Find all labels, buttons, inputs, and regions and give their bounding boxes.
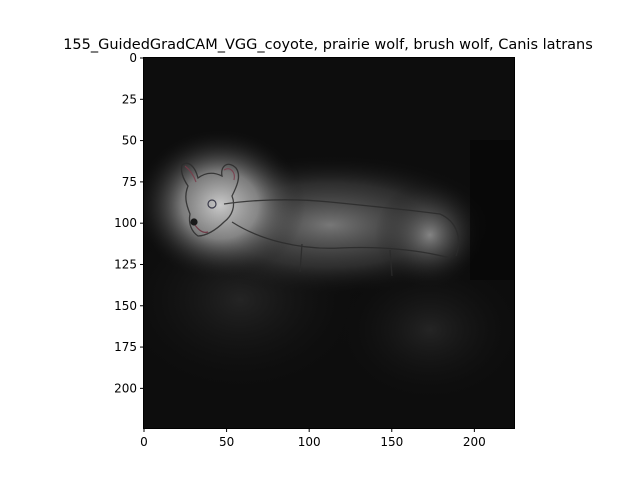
coyote-outline-icon bbox=[180, 162, 460, 277]
y-tick-label: 100 bbox=[114, 216, 137, 230]
y-tick-label: 150 bbox=[114, 299, 137, 313]
figure-title: 155_GuidedGradCAM_VGG_coyote, prairie wo… bbox=[63, 37, 593, 53]
y-tick-label: 125 bbox=[114, 257, 137, 271]
rear-glow bbox=[375, 180, 485, 290]
y-tick-label: 50 bbox=[122, 134, 137, 148]
y-axis: 0 25 50 75 100 125 150 175 200 bbox=[114, 51, 144, 395]
x-tick-label: 100 bbox=[298, 435, 321, 449]
dark-right-edge bbox=[470, 140, 514, 280]
dim-region bbox=[340, 260, 514, 400]
plot-frame bbox=[143, 57, 515, 429]
x-tick-label: 0 bbox=[140, 435, 148, 449]
y-tick-label: 175 bbox=[114, 340, 137, 354]
x-tick-label: 200 bbox=[463, 435, 486, 449]
y-tick-label: 25 bbox=[122, 92, 137, 106]
y-tick-label: 0 bbox=[129, 51, 137, 65]
x-tick-label: 50 bbox=[219, 435, 234, 449]
saliency-image bbox=[144, 58, 514, 428]
x-axis: 0 50 100 150 200 bbox=[140, 428, 486, 449]
y-tick-label: 200 bbox=[114, 381, 137, 395]
y-tick-label: 75 bbox=[122, 175, 137, 189]
x-tick-label: 150 bbox=[380, 435, 403, 449]
coyote-face-detail-icon bbox=[184, 165, 235, 233]
head-glow bbox=[144, 130, 305, 280]
